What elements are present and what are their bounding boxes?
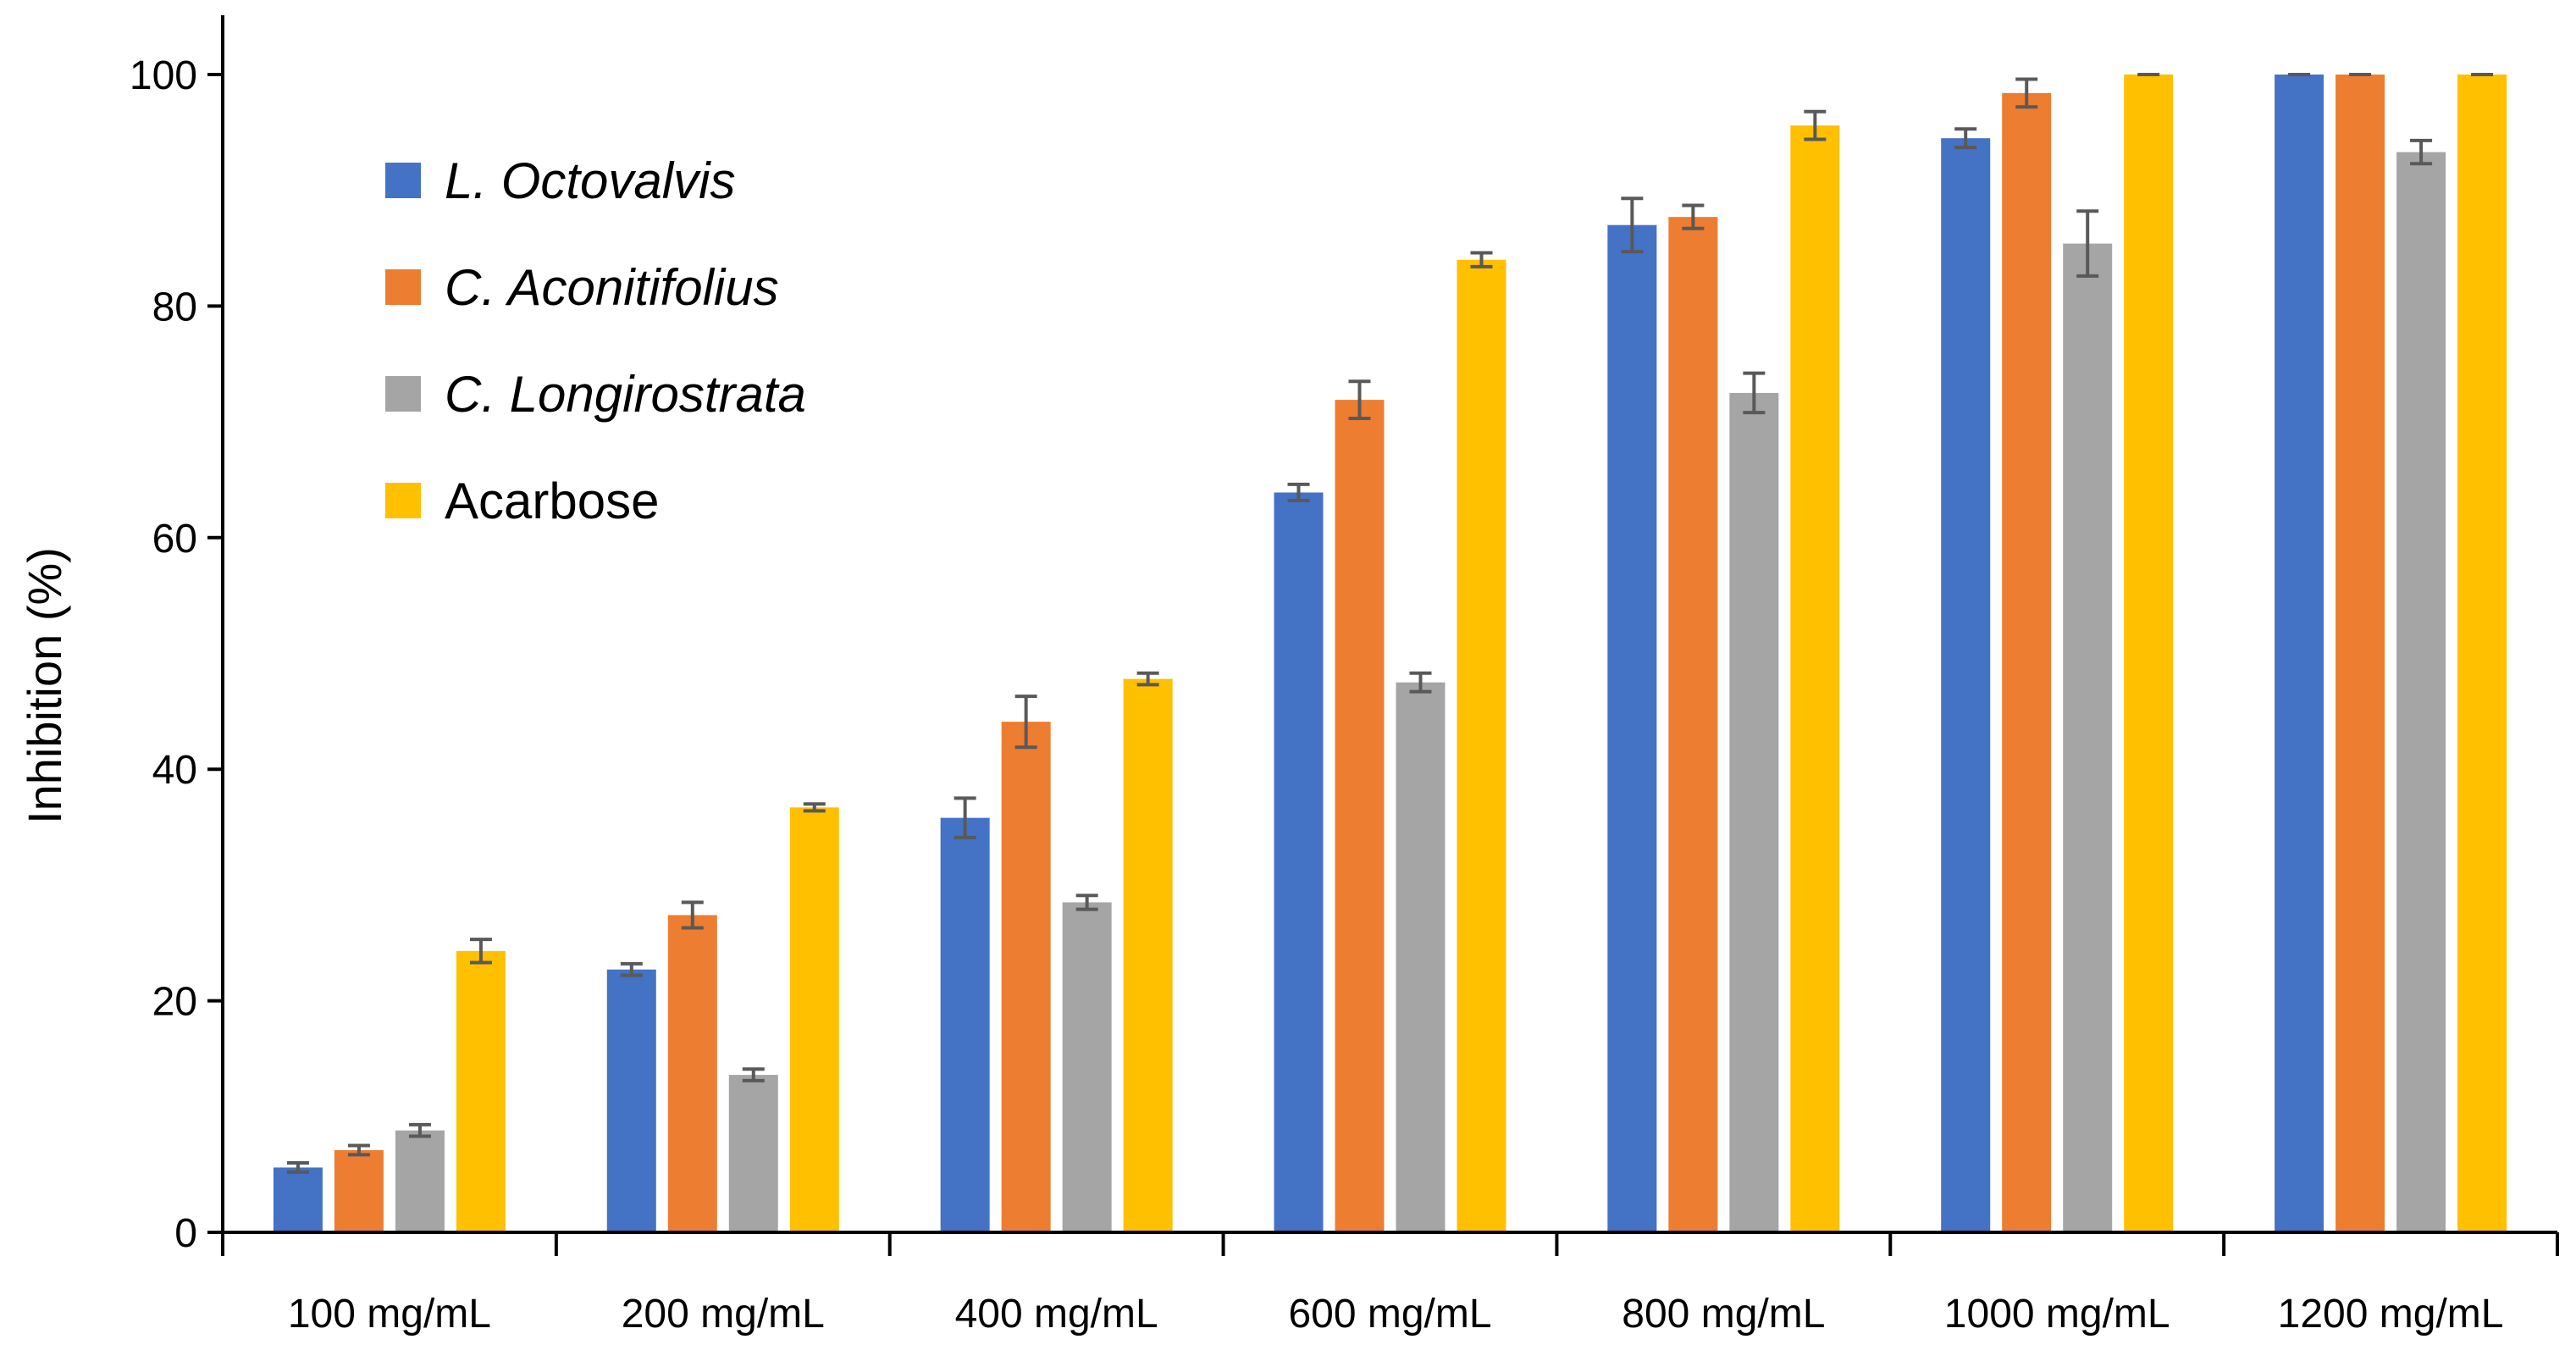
legend-label: C. Aconitifolius [445,259,779,316]
bar-c-longirostrata-1200-mg-mL [2396,152,2446,1233]
bar-c-aconitifolius-400-mg-mL [1001,722,1051,1232]
bar-c-longirostrata-200-mg-mL [728,1075,778,1232]
bar-acarbose-800-mg-mL [1790,125,1840,1233]
axes-layer: 0 20 40 60 80 100 Inhibition (%) 100 mg/mL 200 m… [18,15,2559,1337]
y-tick-label-0: 0 [174,1211,197,1256]
y-axis-title: Inhibition (%) [18,547,71,824]
y-tick-label-40: 40 [152,748,197,793]
legend-swatch [385,269,421,305]
x-tick-label-400-mg-mL: 400 mg/mL [955,1292,1158,1337]
bar-c-aconitifolius-1200-mg-mL [2336,75,2385,1232]
bar-c-longirostrata-400-mg-mL [1062,902,1112,1232]
error-bar-c-aconitifolius-800-mg-mL [1682,203,1705,230]
x-tick-label-100-mg-mL: 100 mg/mL [288,1292,491,1337]
bar-l-octovalvis-1200-mg-mL [2275,75,2324,1232]
bar-acarbose-200-mg-mL [789,807,839,1232]
legend: L. Octovalvis C. Aconitifolius C. Longiros… [385,152,806,529]
bar-acarbose-1200-mg-mL [2457,75,2507,1232]
bar-c-aconitifolius-200-mg-mL [667,915,717,1232]
x-tick-label-800-mg-mL: 800 mg/mL [1622,1292,1825,1337]
y-tick-label-100: 100 [130,53,197,98]
error-bar-l-octovalvis-1000-mg-mL [1954,127,1977,150]
bar-l-octovalvis-100-mg-mL [273,1167,323,1232]
bar-l-octovalvis-200-mg-mL [606,969,656,1232]
bar-c-longirostrata-600-mg-mL [1396,682,1446,1232]
legend-item-c-longirostrata: C. Longirostrata [385,366,806,423]
bar-c-longirostrata-800-mg-mL [1729,392,1779,1232]
error-bar-l-octovalvis-100-mg-mL [286,1160,309,1174]
error-bar-acarbose-600-mg-mL [1470,251,1493,268]
error-bar-acarbose-200-mg-mL [803,802,826,813]
error-bar-c-longirostrata-1000-mg-mL [2076,209,2099,278]
error-bar-c-aconitifolius-100-mg-mL [347,1143,370,1157]
error-bar-l-octovalvis-600-mg-mL [1287,482,1310,503]
error-bar-c-aconitifolius-200-mg-mL [681,900,704,930]
error-bar-c-longirostrata-800-mg-mL [1743,371,1766,415]
error-bar-acarbose-400-mg-mL [1136,671,1159,687]
y-tick-label-80: 80 [152,285,197,329]
legend-swatch [385,163,421,198]
bar-l-octovalvis-1000-mg-mL [1941,138,1991,1232]
error-bar-c-longirostrata-600-mg-mL [1409,671,1432,694]
bar-acarbose-400-mg-mL [1123,678,1173,1232]
bar-acarbose-100-mg-mL [456,950,506,1232]
legend-label: C. Longirostrata [445,366,806,423]
x-tick-label-600-mg-mL: 600 mg/mL [1288,1292,1491,1337]
error-bar-c-longirostrata-100-mg-mL [408,1122,431,1138]
bar-acarbose-1000-mg-mL [2124,75,2174,1232]
error-bar-acarbose-100-mg-mL [469,938,492,965]
x-tick-label-1000-mg-mL: 1000 mg/mL [1944,1292,2170,1337]
legend-label: Acarbose [445,473,659,529]
y-tick-label-60: 60 [152,517,197,562]
legend-item-acarbose: Acarbose [385,473,659,529]
bar-acarbose-600-mg-mL [1457,259,1506,1233]
error-bar-c-aconitifolius-400-mg-mL [1014,695,1037,750]
bars-layer [273,75,2507,1233]
error-bars-layer [286,73,2494,1174]
legend-item-l-octovalvis: L. Octovalvis [385,152,735,209]
error-bar-l-octovalvis-200-mg-mL [620,961,643,977]
x-tick-label-200-mg-mL: 200 mg/mL [622,1292,825,1337]
error-bar-l-octovalvis-400-mg-mL [954,796,976,839]
error-bar-c-aconitifolius-600-mg-mL [1348,379,1371,420]
bar-l-octovalvis-600-mg-mL [1274,492,1324,1232]
error-bar-acarbose-800-mg-mL [1804,109,1827,141]
bar-c-aconitifolius-100-mg-mL [334,1149,384,1232]
bar-c-aconitifolius-1000-mg-mL [2002,92,2052,1233]
bar-c-aconitifolius-800-mg-mL [1668,217,1718,1232]
bar-c-longirostrata-1000-mg-mL [2063,243,2113,1232]
x-tick-label-1200-mg-mL: 1200 mg/mL [2278,1292,2504,1337]
error-bar-l-octovalvis-800-mg-mL [1621,196,1644,254]
error-bar-c-longirostrata-400-mg-mL [1075,894,1098,911]
bar-l-octovalvis-400-mg-mL [940,817,990,1232]
bar-c-longirostrata-100-mg-mL [395,1130,445,1232]
error-bar-c-aconitifolius-1000-mg-mL [2015,77,2038,109]
legend-swatch [385,483,421,518]
legend-item-c-aconitifolius: C. Aconitifolius [385,259,779,316]
legend-label: L. Octovalvis [445,152,735,209]
bar-l-octovalvis-800-mg-mL [1607,224,1657,1233]
error-bar-c-longirostrata-1200-mg-mL [2410,138,2433,166]
y-tick-label-20: 20 [152,980,197,1025]
legend-swatch [385,376,421,412]
error-bar-c-longirostrata-200-mg-mL [742,1067,765,1082]
bar-c-aconitifolius-600-mg-mL [1335,400,1385,1232]
